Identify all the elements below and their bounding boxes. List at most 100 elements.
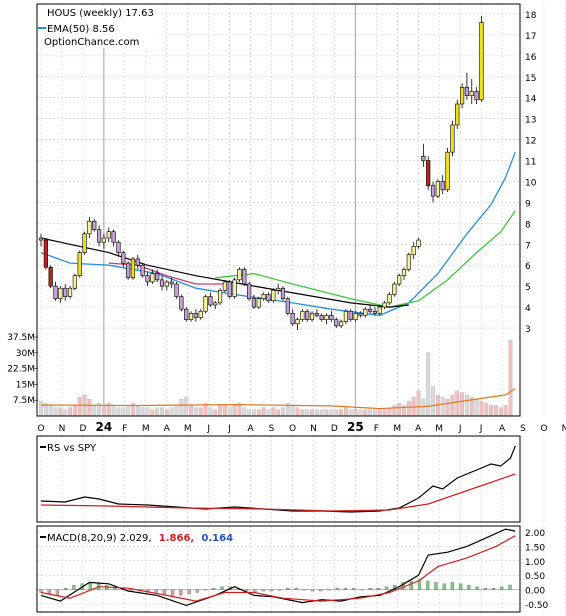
macd-hist-bar — [491, 588, 496, 590]
price-tick-label: 14 — [525, 95, 537, 105]
volume-bar — [184, 396, 189, 417]
price-legend: HOUS (weekly) 17.63 EMA(50) 8.56 OptionC… — [38, 5, 158, 48]
candle-body — [300, 310, 305, 320]
volume-tick-label: 22.5M — [7, 365, 35, 375]
volume-bar — [445, 398, 450, 417]
volume-bar — [266, 409, 271, 417]
macd-hist-bar — [195, 589, 199, 593]
price-tick-label: 4 — [525, 304, 531, 314]
macd-hist-bar — [434, 582, 438, 590]
candle-body — [155, 273, 160, 281]
x-axis-label: N — [562, 424, 566, 434]
volume-bar — [295, 407, 300, 417]
macd-hist-bar — [508, 584, 512, 590]
macd-hist-bar — [39, 589, 43, 593]
volume-bar — [498, 407, 503, 417]
volume-bar — [101, 405, 106, 417]
candle-body — [324, 315, 329, 320]
price-tick-label: 10 — [525, 178, 537, 188]
rs-panel-frame — [36, 435, 521, 523]
volume-bar — [276, 409, 281, 417]
macd-hist-bar — [500, 586, 504, 590]
volume-bar — [329, 409, 334, 417]
volume-bar — [334, 409, 339, 417]
macd-hist-bar — [360, 589, 364, 591]
candle-body — [77, 252, 82, 276]
candle-body — [426, 160, 431, 186]
volume-bar — [111, 405, 116, 417]
candle-body — [435, 181, 440, 197]
candle-body — [159, 279, 165, 287]
price-panel-frame — [36, 3, 521, 417]
candle-body — [271, 290, 276, 302]
x-axis-label: 25 — [347, 420, 364, 434]
candle-body — [184, 308, 189, 320]
volume-bar — [440, 396, 445, 417]
macd-tick-label: 0.00 — [525, 587, 545, 597]
candle-body — [38, 237, 44, 241]
candle-body — [348, 310, 353, 320]
x-axis-label: 24 — [96, 420, 113, 434]
candle-body — [174, 283, 179, 297]
volume-bar — [247, 409, 252, 417]
macd-hist-bar — [352, 588, 356, 590]
volume-bar — [68, 407, 72, 417]
price-tick-label: 12 — [525, 137, 536, 147]
candle-body — [392, 283, 397, 295]
candle-body — [464, 86, 470, 96]
macd-hist-bar — [170, 589, 175, 596]
macd-hist-bar — [302, 589, 306, 591]
candle-body — [48, 266, 53, 287]
volume-bar — [193, 407, 198, 417]
candle-body — [372, 310, 378, 314]
macd-signal-line — [40, 535, 516, 602]
volume-bar — [392, 405, 397, 417]
x-axis-label: F — [122, 424, 127, 434]
candle-body — [295, 319, 300, 325]
candle-body — [67, 287, 73, 297]
volume-bar — [198, 407, 203, 417]
macd-tick-label: 0.50 — [525, 572, 545, 582]
volume-bar — [474, 398, 479, 417]
candle-body — [469, 91, 474, 96]
volume-bar — [218, 405, 223, 417]
candle-body — [290, 313, 295, 325]
volume-bar — [87, 398, 92, 417]
volume-bar — [300, 409, 305, 417]
volume-bar — [479, 401, 484, 417]
macd-hist-bar — [294, 588, 298, 590]
volume-bar — [252, 409, 256, 417]
macd-panel-frame — [36, 525, 521, 613]
volume-bar — [242, 407, 247, 417]
volume-bar — [39, 401, 43, 417]
volume-bar — [353, 409, 358, 417]
macd-tick-label: -0.50 — [525, 601, 549, 611]
candle-body — [179, 296, 184, 310]
price-tick-label: 15 — [525, 74, 536, 84]
candle-body — [193, 313, 198, 318]
volume-bar — [179, 398, 184, 417]
volume-bar — [421, 398, 426, 417]
candle-body — [126, 262, 131, 279]
macd-hist-bar — [450, 582, 455, 590]
macd-tick-label: 2.00 — [525, 529, 545, 539]
volume-bar — [271, 407, 276, 417]
candle-body — [261, 294, 266, 299]
price-axis-ticks: 18 17 16 15 14 13 12 11 10 9 8 7 6 5 4 3 — [525, 11, 537, 335]
volume-bar — [494, 405, 498, 417]
site-label: OptionChance.com — [44, 37, 139, 48]
candle-body — [203, 296, 208, 312]
volume-bar — [455, 390, 460, 417]
candle-body — [222, 281, 228, 291]
rs-legend: RS vs SPY — [39, 440, 107, 454]
volume-axis-ticks: 37.5M 30M 22.5M 15M 7.5M — [7, 333, 38, 406]
macd-legend-label: MACD(8,20,9) 2.029, — [47, 533, 152, 544]
price-tick-label: 11 — [525, 158, 536, 168]
candle-body — [358, 313, 363, 316]
price-overlay-line — [215, 210, 516, 308]
candle-body — [387, 294, 392, 304]
candle-body — [116, 241, 121, 253]
macd-hist-bar — [261, 589, 265, 592]
volume-tick-label: 37.5M — [7, 333, 35, 343]
